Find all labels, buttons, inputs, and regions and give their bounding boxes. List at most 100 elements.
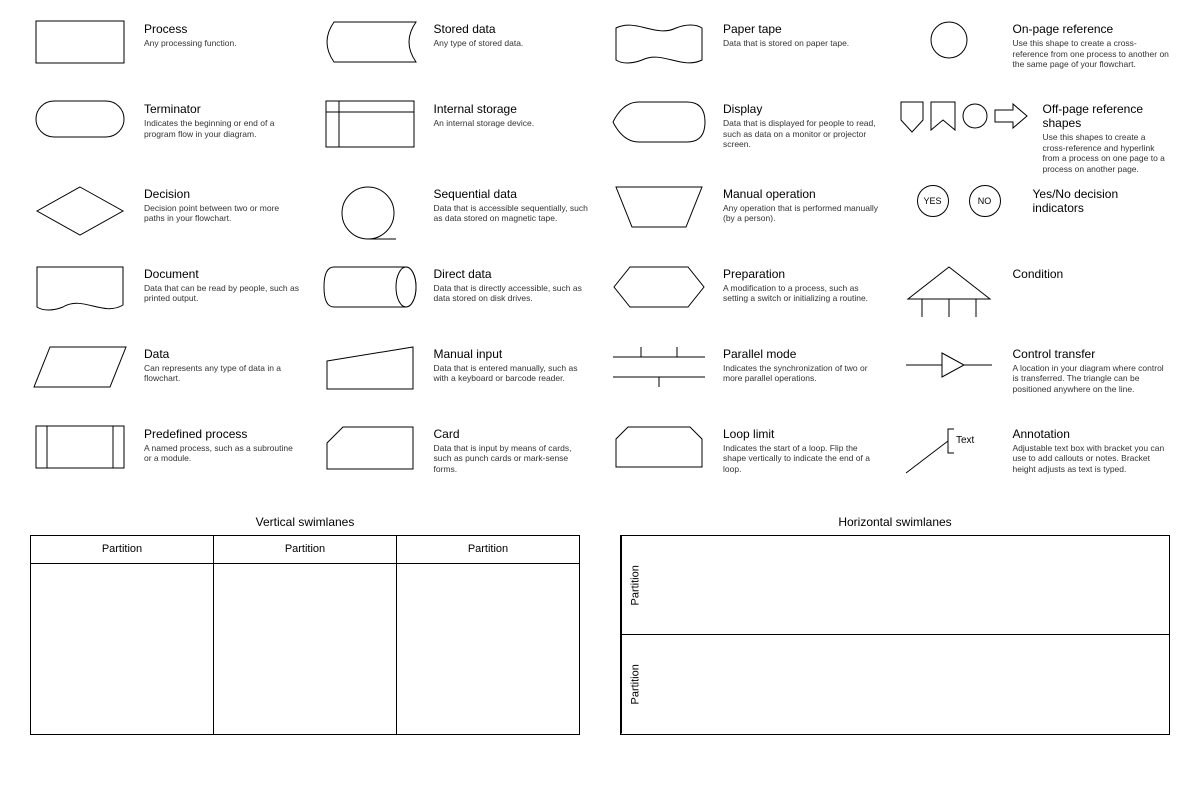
cell-data: Data Can represents any type of data in … [30,345,302,415]
preparation-shape [609,265,709,309]
cell-offpage-ref: Off-page reference shapes Use this shape… [899,100,1171,175]
hswim-lane: Partition [621,536,1169,636]
cell-loop-limit: Loop limit Indicates the start of a loop… [609,425,881,495]
parallel-mode-title: Parallel mode [723,347,881,361]
manual-operation-desc: Any operation that is performed manually… [723,203,881,224]
vswim-lane: Partition [214,536,397,734]
hswim-header: Partition [621,635,649,734]
predefined-process-desc: A named process, such as a subroutine or… [144,443,302,464]
paper-tape-desc: Data that is stored on paper tape. [723,38,881,49]
card-desc: Data that is input by means of cards, su… [434,443,592,475]
cell-card: Card Data that is input by means of card… [320,425,592,495]
annotation-sample-text: Text [956,435,975,446]
cell-display: Display Data that is displayed for peopl… [609,100,881,175]
cell-manual-operation: Manual operation Any operation that is p… [609,185,881,255]
display-title: Display [723,102,881,116]
swimlane-section: Vertical swimlanes Partition Partition P… [30,515,1170,735]
cell-paper-tape: Paper tape Data that is stored on paper … [609,20,881,90]
loop-limit-desc: Indicates the start of a loop. Flip the … [723,443,881,475]
yesno-shapes: YES NO [899,185,1019,217]
no-indicator: NO [969,185,1001,217]
vswim-header: Partition [214,536,396,564]
card-shape [320,425,420,471]
internal-storage-title: Internal storage [434,102,592,116]
manual-input-desc: Data that is entered manually, such as w… [434,363,592,384]
display-shape [609,100,709,144]
shape-legend-grid: Process Any processing function. Stored … [30,20,1170,495]
vertical-swimlanes: Vertical swimlanes Partition Partition P… [30,515,580,735]
vswim-lane: Partition [31,536,214,734]
cell-onpage-ref: On-page reference Use this shape to crea… [899,20,1171,90]
onpage-ref-title: On-page reference [1013,22,1171,36]
predefined-process-shape [30,425,130,469]
terminator-title: Terminator [144,102,302,116]
sequential-data-desc: Data that is accessible sequentially, su… [434,203,592,224]
terminator-shape [30,100,130,138]
loop-limit-shape [609,425,709,469]
decision-title: Decision [144,187,302,201]
offpage-ref-shapes [899,100,1029,136]
horizontal-swimlanes-title: Horizontal swimlanes [620,515,1170,529]
direct-data-desc: Data that is directly accessible, such a… [434,283,592,304]
onpage-ref-shape [899,20,999,60]
cell-process: Process Any processing function. [30,20,302,90]
data-title: Data [144,347,302,361]
terminator-desc: Indicates the beginning or end of a prog… [144,118,302,139]
cell-predefined-process: Predefined process A named process, such… [30,425,302,495]
offpage-ref-title: Off-page reference shapes [1043,102,1171,130]
yes-indicator: YES [917,185,949,217]
preparation-desc: A modification to a process, such as set… [723,283,881,304]
hswim-lane: Partition [621,635,1169,734]
vertical-swimlanes-box: Partition Partition Partition [30,535,580,735]
display-desc: Data that is displayed for people to rea… [723,118,881,150]
cell-annotation: Text Annotation Adjustable text box with… [899,425,1171,495]
vswim-lane: Partition [397,536,579,734]
condition-title: Condition [1013,267,1171,281]
paper-tape-title: Paper tape [723,22,881,36]
manual-operation-shape [609,185,709,229]
onpage-ref-desc: Use this shape to create a cross-referen… [1013,38,1171,70]
annotation-shape: Text [899,425,999,475]
stored-data-desc: Any type of stored data. [434,38,592,49]
cell-parallel-mode: Parallel mode Indicates the synchronizat… [609,345,881,415]
condition-shape [899,265,999,323]
cell-stored-data: Stored data Any type of stored data. [320,20,592,90]
manual-operation-title: Manual operation [723,187,881,201]
decision-desc: Decision point between two or more paths… [144,203,302,224]
horizontal-swimlanes-box: Partition Partition [620,535,1170,735]
cell-decision: Decision Decision point between two or m… [30,185,302,255]
cell-control-transfer: Control transfer A location in your diag… [899,345,1171,415]
stored-data-shape [320,20,420,64]
annotation-desc: Adjustable text box with bracket you can… [1013,443,1171,475]
vertical-swimlanes-title: Vertical swimlanes [30,515,580,529]
control-transfer-desc: A location in your diagram where control… [1013,363,1171,395]
vswim-header: Partition [397,536,579,564]
document-desc: Data that can be read by people, such as… [144,283,302,304]
paper-tape-shape [609,20,709,68]
loop-limit-title: Loop limit [723,427,881,441]
parallel-mode-desc: Indicates the synchronization of two or … [723,363,881,384]
hswim-header: Partition [621,536,649,635]
direct-data-title: Direct data [434,267,592,281]
decision-shape [30,185,130,237]
internal-storage-desc: An internal storage device. [434,118,592,129]
preparation-title: Preparation [723,267,881,281]
horizontal-swimlanes: Horizontal swimlanes Partition Partition [620,515,1170,735]
control-transfer-shape [899,345,999,385]
cell-document: Document Data that can be read by people… [30,265,302,335]
annotation-title: Annotation [1013,427,1171,441]
sequential-data-shape [320,185,420,241]
control-transfer-title: Control transfer [1013,347,1171,361]
cell-sequential-data: Sequential data Data that is accessible … [320,185,592,255]
card-title: Card [434,427,592,441]
direct-data-shape [320,265,420,309]
cell-manual-input: Manual input Data that is entered manual… [320,345,592,415]
cell-condition: Condition [899,265,1171,335]
cell-terminator: Terminator Indicates the beginning or en… [30,100,302,175]
cell-preparation: Preparation A modification to a process,… [609,265,881,335]
cell-yesno: YES NO Yes/No decision indicators [899,185,1171,255]
data-shape [30,345,130,389]
document-shape [30,265,130,315]
predefined-process-title: Predefined process [144,427,302,441]
internal-storage-shape [320,100,420,148]
